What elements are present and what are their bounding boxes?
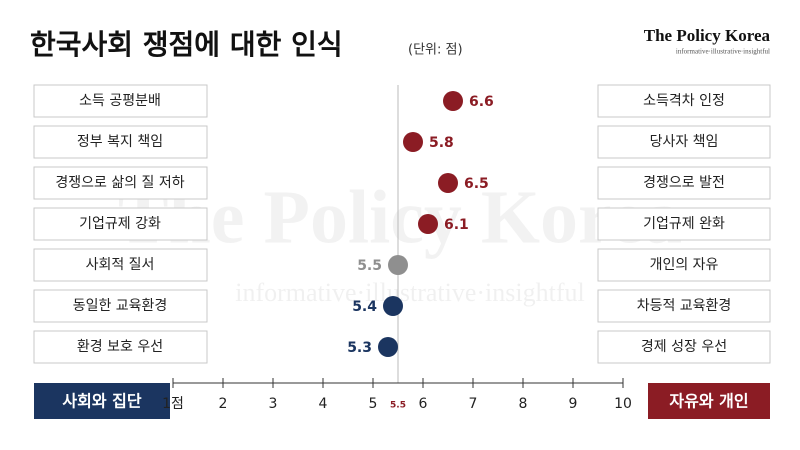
left-label: 사회적 질서 <box>86 257 155 273</box>
x-tick-label: 10 <box>614 396 632 412</box>
x-tick-label: 8 <box>519 396 528 412</box>
midpoint-label: 5.5 <box>390 401 406 411</box>
left-label: 기업규제 강화 <box>79 216 161 232</box>
left-label: 환경 보호 우선 <box>77 339 163 355</box>
right-label: 기업규제 완화 <box>643 216 725 232</box>
dot <box>388 255 408 275</box>
chart-subtitle: (단위: 점) <box>408 43 463 58</box>
x-tick-label: 5 <box>369 396 378 412</box>
x-tick-label: 1점 <box>162 396 184 412</box>
left-label: 정부 복지 책임 <box>77 134 163 150</box>
dot <box>403 132 423 152</box>
value-label: 6.5 <box>464 176 489 192</box>
right-label: 개인의 자유 <box>650 257 719 273</box>
value-label: 5.8 <box>429 135 454 151</box>
right-label-box <box>597 166 771 200</box>
right-pole: 자유와 개인 <box>669 392 748 411</box>
value-label: 6.6 <box>469 94 494 110</box>
brand-tagline: informative·illustrative·insightful <box>676 48 770 56</box>
left-label: 동일한 교육환경 <box>73 298 168 314</box>
dot <box>443 91 463 111</box>
x-tick-label: 9 <box>569 396 578 412</box>
watermark-tagline: informative·illustrative·insightful <box>235 278 584 307</box>
dot <box>383 296 403 316</box>
value-label: 5.5 <box>357 258 382 274</box>
dot <box>418 214 438 234</box>
dot <box>378 337 398 357</box>
value-label: 5.3 <box>347 340 372 356</box>
x-tick-label: 4 <box>319 396 328 412</box>
watermark: The Policy Korea <box>118 175 682 259</box>
right-label-box <box>597 289 771 323</box>
x-tick-label: 7 <box>469 396 478 412</box>
left-label-box <box>33 125 208 159</box>
right-label-box <box>597 330 771 364</box>
left-label-box <box>33 166 208 200</box>
right-label: 당사자 책임 <box>650 134 719 150</box>
brand-name: The Policy Korea <box>644 26 771 45</box>
chart-title: 한국사회 쟁점에 대한 인식 <box>30 28 343 61</box>
dot <box>438 173 458 193</box>
right-label-box <box>597 207 771 241</box>
left-label-box <box>33 207 208 241</box>
right-label: 소득격차 인정 <box>643 93 725 109</box>
left-label-box <box>33 84 208 118</box>
left-label-box <box>33 248 208 282</box>
right-label-box <box>597 125 771 159</box>
right-label-box <box>597 84 771 118</box>
x-tick-label: 2 <box>219 396 228 412</box>
right-label: 차등적 교육환경 <box>637 298 732 314</box>
x-tick-label: 3 <box>269 396 278 412</box>
left-pole: 사회와 집단 <box>62 392 141 411</box>
left-label: 경쟁으로 삶의 질 저하 <box>55 175 184 191</box>
right-pole-box <box>648 383 770 419</box>
value-label: 6.1 <box>444 217 469 233</box>
right-label: 경쟁으로 발전 <box>643 175 725 191</box>
x-tick-label: 6 <box>419 396 428 412</box>
right-label-box <box>597 248 771 282</box>
left-pole-box <box>34 383 170 419</box>
right-label: 경제 성장 우선 <box>641 339 727 355</box>
left-label: 소득 공평분배 <box>79 93 161 109</box>
value-label: 5.4 <box>352 299 377 315</box>
left-label-box <box>33 330 208 364</box>
left-label-box <box>33 289 208 323</box>
